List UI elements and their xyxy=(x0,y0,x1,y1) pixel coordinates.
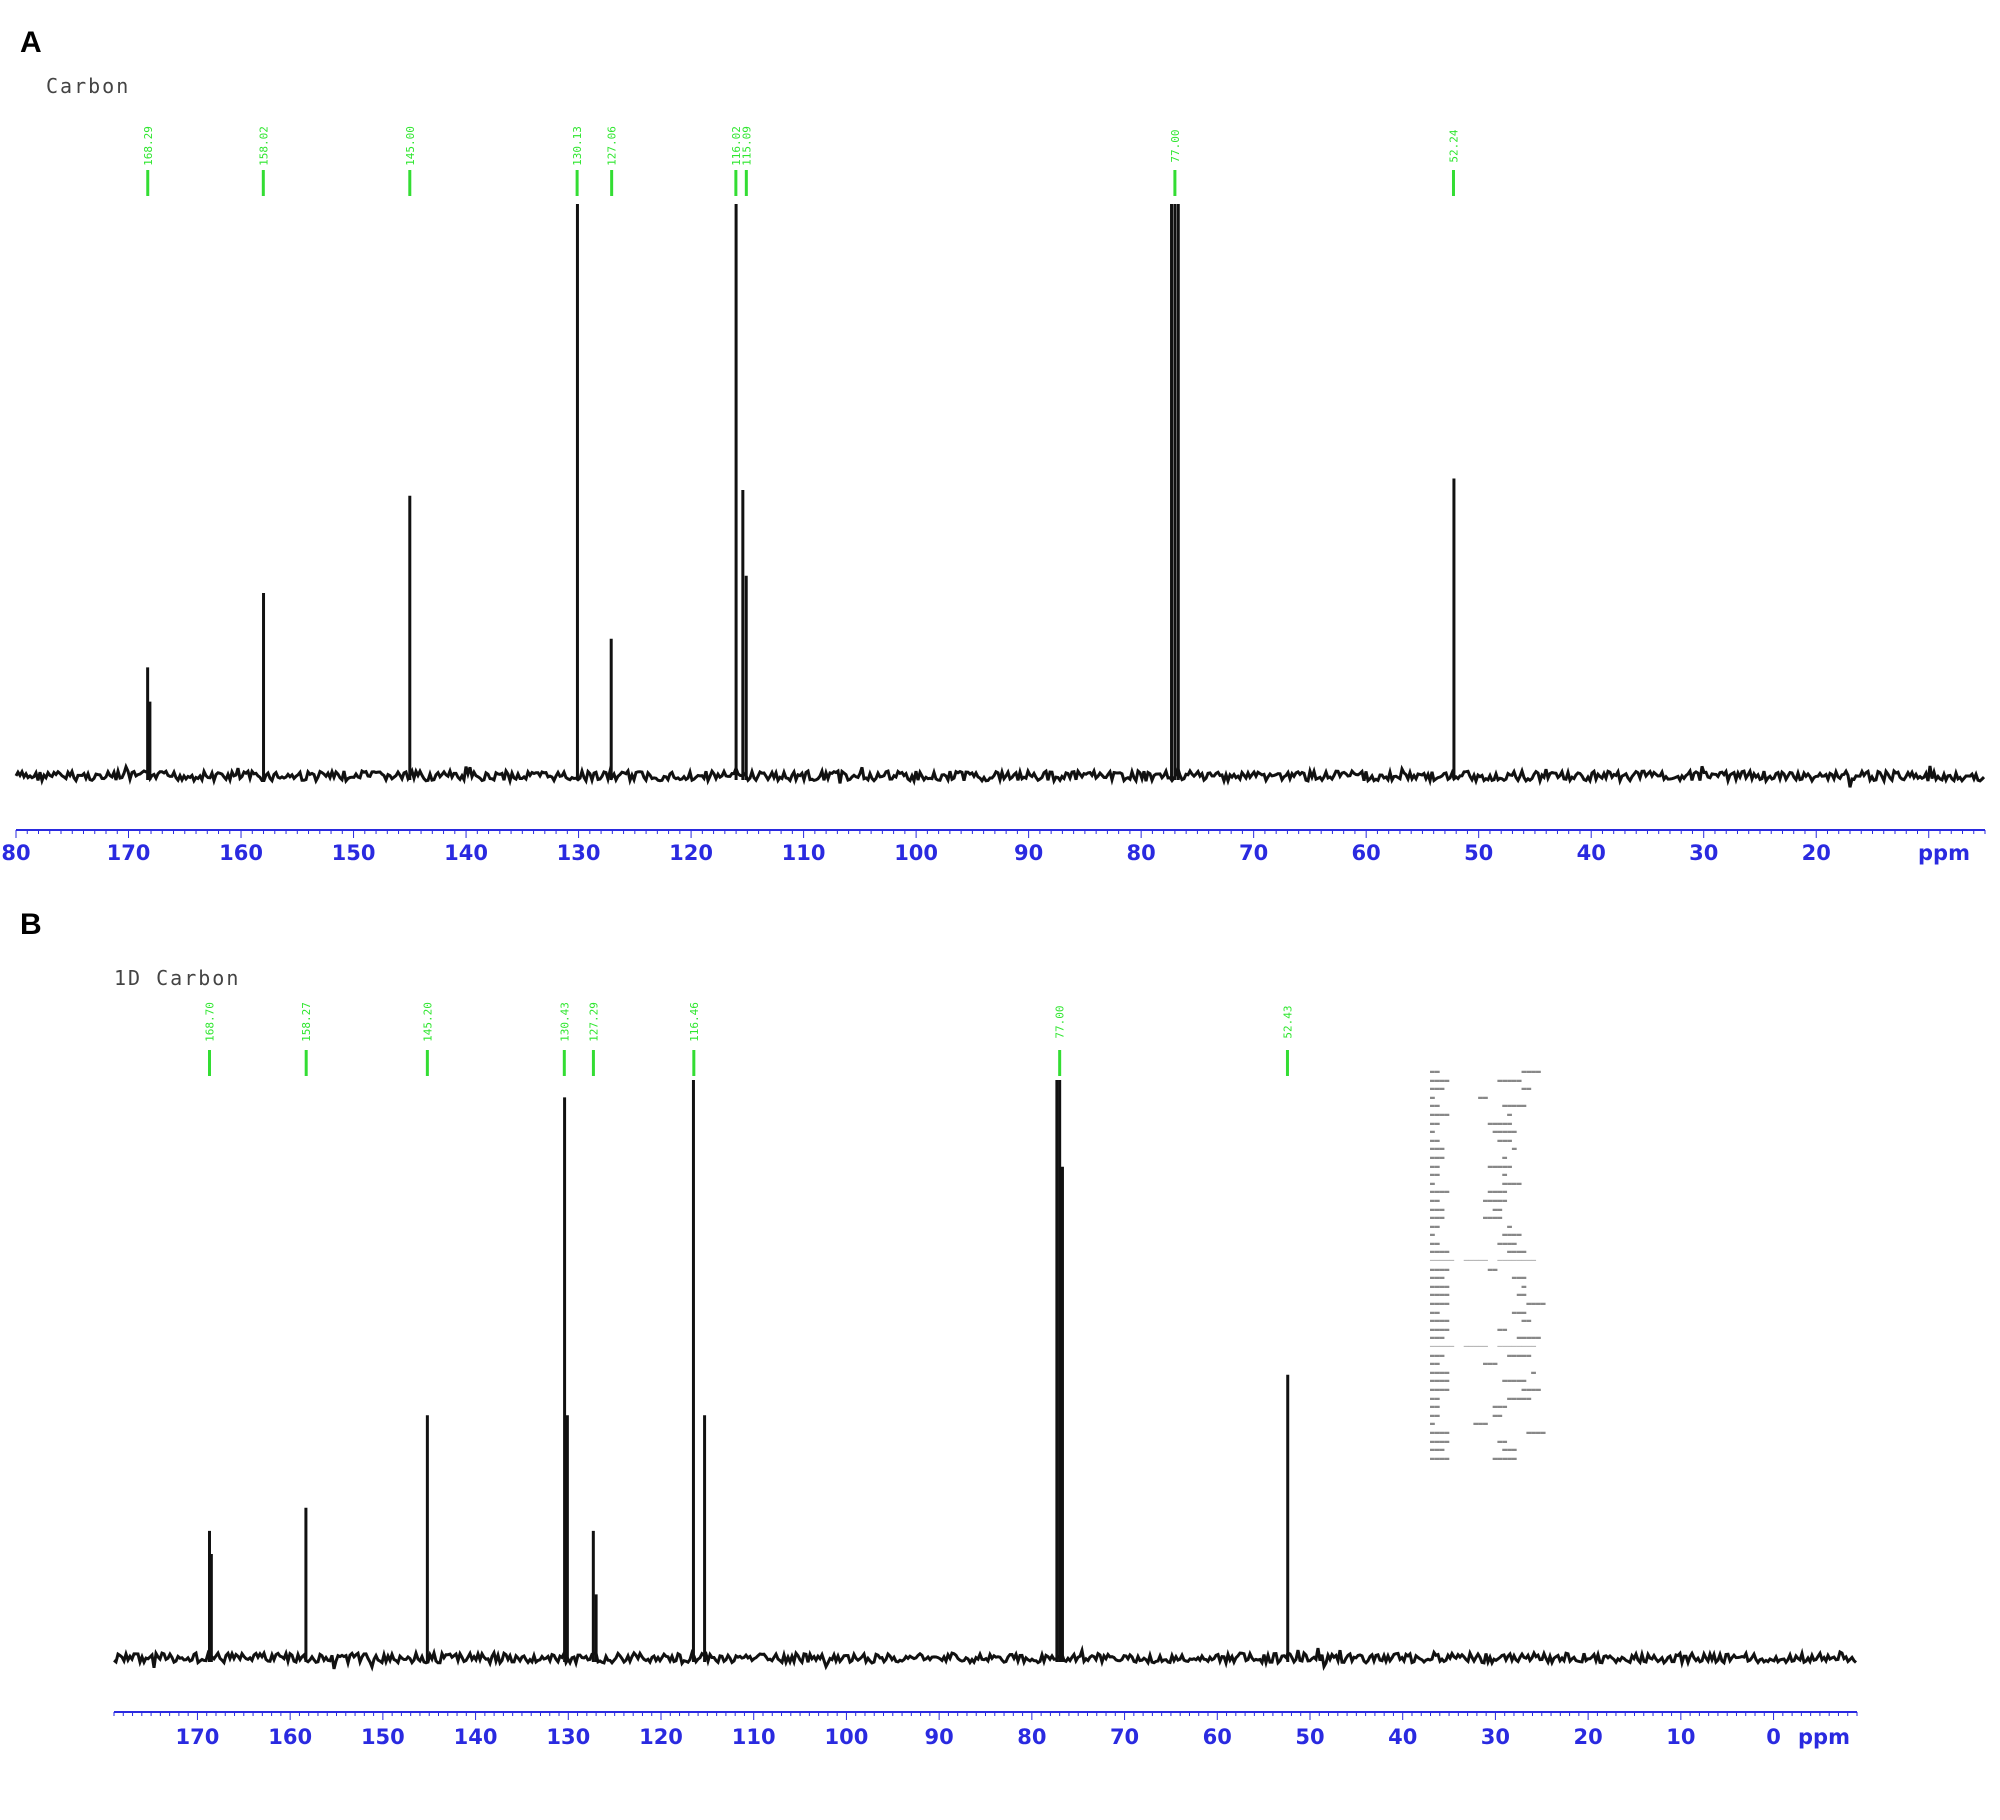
peak-label: 115.09 xyxy=(740,126,753,166)
x-tick-label: 170 xyxy=(107,841,151,865)
peak-label: 77.00 xyxy=(1169,129,1182,162)
x-tick-label: 0 xyxy=(1766,1725,1781,1749)
peak-label: 116.46 xyxy=(688,1002,701,1042)
peak-label: 52.24 xyxy=(1447,129,1460,162)
peak-label: 127.06 xyxy=(606,126,619,166)
nmr-spectrum-chart: 168.29 158.02 145.00 130.13 127.06 116.02115.… xyxy=(1,126,1986,865)
x-tick-label: 150 xyxy=(332,841,376,865)
x-tick-label: 40 xyxy=(1388,1725,1417,1749)
x-tick-label: 140 xyxy=(454,1725,498,1749)
x-tick-label: 80 xyxy=(1127,841,1156,865)
x-tick-label: 110 xyxy=(782,841,826,865)
peak-label: 158.27 xyxy=(300,1002,313,1042)
x-tick-label: 70 xyxy=(1110,1725,1139,1749)
x-tick-label: 60 xyxy=(1203,1725,1232,1749)
peak-label: 77.00 xyxy=(1054,1005,1067,1038)
x-tick-label: 110 xyxy=(732,1725,776,1749)
x-tick-label: 90 xyxy=(1014,841,1043,865)
baseline-trace xyxy=(14,762,1986,788)
x-tick-label: 120 xyxy=(669,841,713,865)
x-axis-unit-label: ppm xyxy=(1798,1725,1850,1749)
x-tick-label: 120 xyxy=(639,1725,683,1749)
x-tick-label: 150 xyxy=(361,1725,405,1749)
x-tick-label: 20 xyxy=(1802,841,1831,865)
panel-letter: A xyxy=(20,26,42,59)
peak-label: 52.43 xyxy=(1281,1005,1294,1038)
x-tick-label: 160 xyxy=(219,841,263,865)
peak-label: 116.02 xyxy=(730,126,743,166)
x-tick-label: 100 xyxy=(894,841,938,865)
x-tick-label: 30 xyxy=(1481,1725,1510,1749)
x-tick-label: 30 xyxy=(1689,841,1718,865)
x-tick-label: 50 xyxy=(1464,841,1493,865)
peak-label: 127.29 xyxy=(587,1002,600,1042)
peak-label: 145.20 xyxy=(421,1002,434,1042)
peak-label: 145.00 xyxy=(404,126,417,166)
peak-label: 168.29 xyxy=(142,126,155,166)
x-tick-label: 10 xyxy=(1666,1725,1695,1749)
x-tick-label: 100 xyxy=(825,1725,869,1749)
spectrum-title: 1D Carbon xyxy=(114,966,241,990)
x-tick-label: 80 xyxy=(1017,1725,1046,1749)
x-tick-label: 130 xyxy=(557,841,601,865)
x-tick-label: 50 xyxy=(1295,1725,1324,1749)
x-tick-label: 60 xyxy=(1352,841,1381,865)
spectrum-panel-b: B 1D Carbon 168.70 158.27 145.20 130.43 127.… xyxy=(0,900,2000,1820)
peak-label: 130.13 xyxy=(571,126,584,166)
nmr-spectrum-chart: 168.70 158.27 145.20 130.43 127.29 116.46 77.0… xyxy=(113,1002,1858,1749)
peak-label: 158.02 xyxy=(257,126,270,166)
baseline-trace xyxy=(113,1644,1858,1672)
acquisition-parameters-block: ▬▬ ▬▬▬▬ ▬▬▬▬ ▬▬▬▬▬ ▬▬▬ ▬▬ ▬ ▬▬ ▬▬ ▬▬▬▬▬ … xyxy=(1430,1067,1546,1463)
peak-label: 168.70 xyxy=(203,1002,216,1042)
spectrum-panel-a: A Carbon 168.29 158.02 145.00 130.13 127.06 1… xyxy=(0,0,2000,900)
x-tick-label: 130 xyxy=(546,1725,590,1749)
peak-label: 130.43 xyxy=(558,1002,571,1042)
x-tick-label: 90 xyxy=(925,1725,954,1749)
x-tick-label: 40 xyxy=(1577,841,1606,865)
x-tick-label: 80 xyxy=(1,841,30,865)
spectrum-title: Carbon xyxy=(46,74,131,98)
x-axis-unit-label: ppm xyxy=(1918,841,1970,865)
panel-letter: B xyxy=(20,908,42,941)
x-tick-label: 70 xyxy=(1239,841,1268,865)
x-tick-label: 140 xyxy=(444,841,488,865)
x-tick-label: 170 xyxy=(176,1725,220,1749)
x-tick-label: 20 xyxy=(1574,1725,1603,1749)
x-tick-label: 160 xyxy=(268,1725,312,1749)
